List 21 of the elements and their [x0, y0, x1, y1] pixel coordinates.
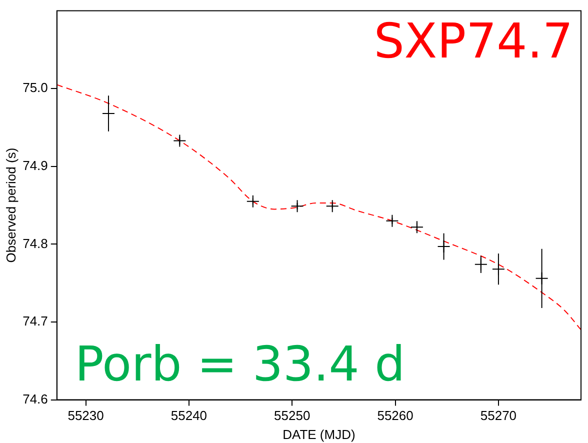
x-tick-label: 55270: [480, 408, 517, 424]
y-tick-label: 74.7: [22, 314, 48, 329]
x-tick-label: 55260: [377, 408, 414, 424]
annotation: Porb = 33.4 d: [74, 336, 406, 392]
annotation: SXP74.7: [374, 13, 573, 70]
y-tick-label: 75.0: [22, 80, 48, 96]
x-axis-title: DATE (MJD): [282, 426, 356, 442]
point: [290, 200, 304, 213]
x-tick-label: 55240: [170, 408, 208, 424]
point: [410, 220, 424, 234]
point: [326, 200, 339, 213]
line-series: [56, 84, 581, 330]
y-tick-label: 74.6: [22, 391, 48, 406]
x-tick-label: 55250: [274, 408, 310, 424]
x-tick-label: 55230: [68, 408, 104, 424]
point: [386, 214, 399, 228]
y-axis-title: Observed period (s): [3, 148, 18, 263]
point: [246, 194, 260, 208]
point: [173, 134, 186, 148]
y-tick-label: 74.9: [22, 158, 48, 173]
y-tick-label: 74.8: [22, 236, 48, 251]
